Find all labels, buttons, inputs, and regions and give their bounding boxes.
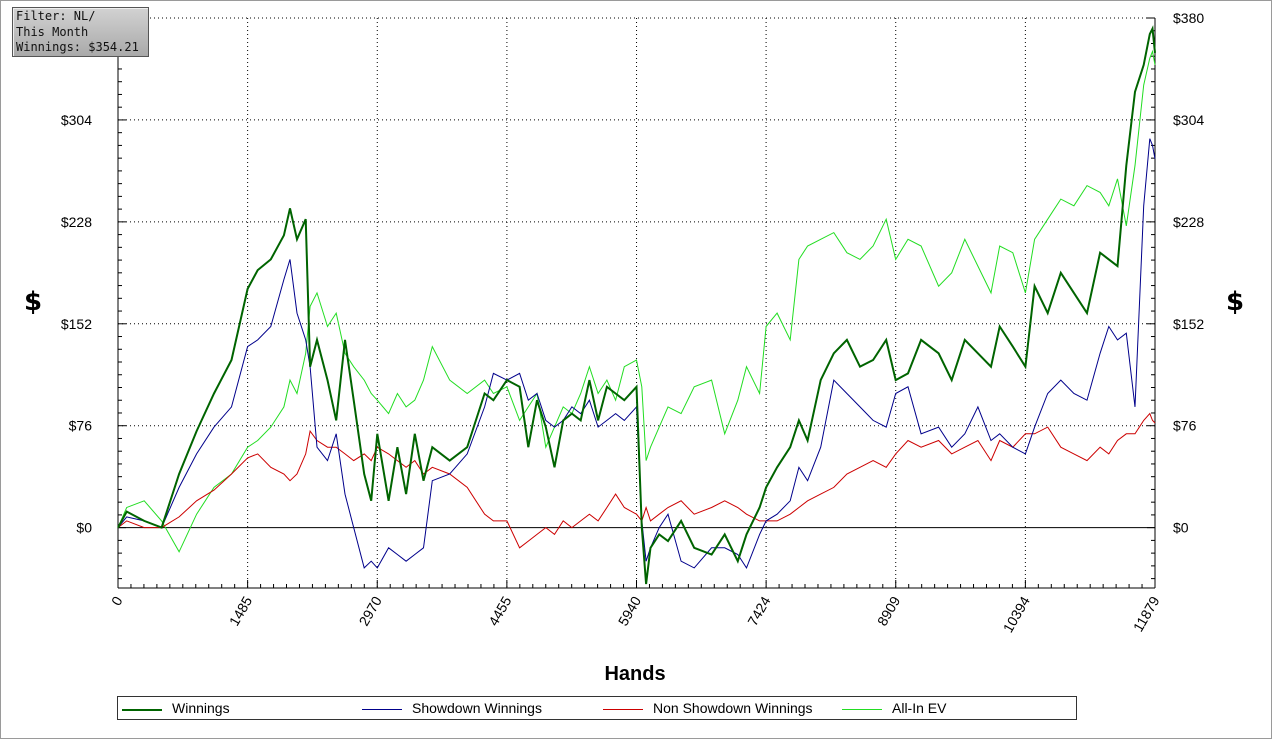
y-tick-label-right: $380 (1173, 10, 1204, 26)
series-line-all-in-ev (117, 49, 1156, 553)
legend: Winnings Showdown Winnings Non Showdown … (117, 696, 1077, 720)
x-tick-label: 8909 (874, 593, 904, 628)
y-tick-label-right: $228 (1173, 214, 1204, 230)
grid-layer (118, 17, 1155, 588)
series-line-non-showdown-winnings (117, 412, 1156, 549)
y-tick-label-left: $76 (69, 418, 93, 434)
y-tick-label-right: $152 (1173, 316, 1204, 332)
filter-line: Filter: NL/ (16, 9, 96, 23)
axes-layer (117, 17, 1156, 589)
x-tick-label: 5940 (615, 593, 645, 628)
series-line-winnings (117, 25, 1156, 585)
x-tick-label: 0 (108, 593, 126, 608)
legend-label-allin-ev: All-In EV (892, 700, 947, 716)
period-line: This Month (16, 24, 89, 39)
y-tick-label-right: $76 (1173, 418, 1197, 434)
y-tick-label-right: $0 (1173, 520, 1189, 536)
series-line-showdown-winnings (117, 138, 1156, 569)
legend-label-winnings: Winnings (172, 700, 230, 716)
legend-swatch-winnings (122, 709, 162, 711)
y-tick-label-right: $304 (1173, 112, 1204, 128)
filter-info-box: Filter: NL/ This Month Winnings: $354.21 (12, 7, 149, 57)
winnings-line: Winnings: $354.21 (16, 40, 139, 54)
series-layer (117, 25, 1156, 585)
x-tick-label: 2970 (355, 593, 385, 628)
x-tick-label: 10394 (1000, 593, 1033, 635)
y-axis-title-left: $ (24, 287, 43, 317)
legend-label-non-showdown: Non Showdown Winnings (653, 700, 813, 716)
y-tick-label-left: $304 (61, 112, 92, 128)
y-tick-label-left: $0 (76, 520, 92, 536)
x-tick-label: 11879 (1130, 593, 1163, 634)
y-axis-title-right: $ (1226, 287, 1245, 317)
legend-label-showdown: Showdown Winnings (412, 700, 542, 716)
x-tick-label: 1485 (226, 593, 256, 628)
x-axis-title: Hands (604, 663, 665, 685)
legend-swatch-allin-ev (842, 709, 882, 710)
x-tick-label: 4455 (485, 593, 515, 628)
y-tick-label-left: $152 (61, 316, 92, 332)
legend-swatch-showdown (362, 709, 402, 710)
tick-labels-layer: $0$0$76$76$152$152$228$228$304$304$380$3… (61, 10, 1205, 635)
x-tick-label: 7424 (744, 593, 774, 628)
y-tick-label-left: $228 (61, 214, 92, 230)
legend-swatch-non-showdown (603, 709, 643, 710)
